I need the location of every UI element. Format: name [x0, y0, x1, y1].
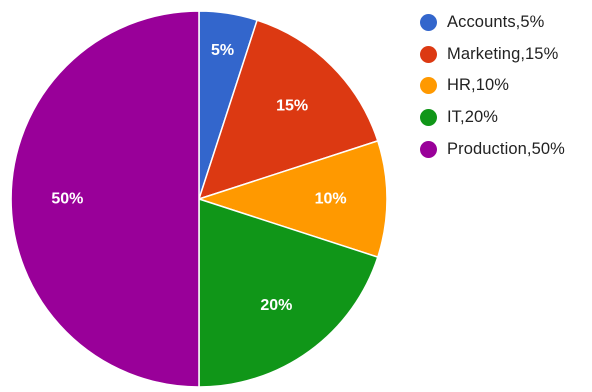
- legend-swatch-production: [420, 140, 437, 158]
- slice-label-hr: 10%: [315, 191, 347, 208]
- pie-slice-hr[interactable]: [198, 140, 388, 258]
- legend-label-marketing: Marketing,15%: [447, 44, 559, 63]
- legend-swatch-it: [420, 109, 437, 127]
- legend-label-hr: HR,10%: [447, 76, 510, 95]
- slice-label-it: 20%: [260, 297, 292, 314]
- legend-swatch-accounts: [420, 14, 437, 32]
- slice-label-marketing: 15%: [276, 97, 308, 114]
- legend-item-hr[interactable]: HR,10%: [420, 70, 590, 102]
- pie-slice-marketing[interactable]: [198, 19, 379, 200]
- legend-item-production[interactable]: Production,50%: [420, 133, 590, 165]
- legend-label-accounts: Accounts,5%: [447, 13, 545, 32]
- pie-slice-it[interactable]: [198, 198, 379, 388]
- slice-label-production: 50%: [51, 191, 83, 208]
- pie-slice-production[interactable]: [10, 10, 200, 388]
- pie-chart-plot: 5% 15% 10% 20% 50%: [10, 10, 388, 388]
- legend-item-accounts[interactable]: Accounts,5%: [420, 7, 590, 39]
- slice-label-accounts: 5%: [211, 42, 234, 59]
- legend-item-marketing[interactable]: Marketing,15%: [420, 39, 590, 71]
- legend-swatch-hr: [420, 77, 437, 95]
- legend-swatch-marketing: [420, 45, 437, 63]
- legend-label-production: Production,50%: [447, 139, 565, 158]
- legend-item-it[interactable]: IT,20%: [420, 102, 590, 134]
- chart-legend: Accounts,5% Marketing,15% HR,10% IT,20% …: [420, 7, 590, 165]
- legend-label-it: IT,20%: [447, 108, 499, 127]
